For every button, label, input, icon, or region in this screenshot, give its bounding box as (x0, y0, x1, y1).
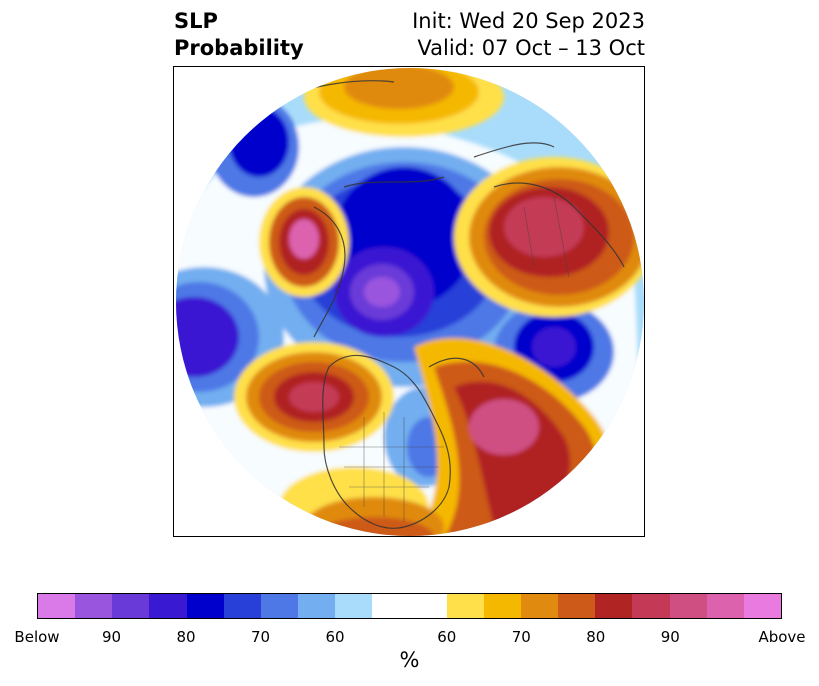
colorbar-swatch (669, 594, 707, 618)
colorbar-swatch (75, 594, 113, 618)
colorbar-swatch (149, 594, 187, 618)
colorbar-swatch (483, 594, 522, 618)
borders (339, 196, 570, 522)
colorbar-swatch (706, 594, 744, 618)
map-panel (173, 66, 645, 537)
colorbar-swatch (38, 594, 76, 618)
colorbar-swatch (558, 594, 596, 618)
colorbar-swatch (223, 594, 261, 618)
colorbar-tick-label: 60 (325, 628, 345, 646)
colorbar-swatch (446, 594, 484, 618)
colorbar-tick-label: 90 (660, 628, 680, 646)
colorbar-tick-label: 90 (101, 628, 122, 646)
colorbar-tick-label: Below (14, 628, 60, 646)
colorbar-unit-label: % (399, 648, 420, 672)
colorbar-tick-label: 60 (437, 628, 457, 646)
title-product: Probability (174, 36, 304, 60)
colorbar-swatch (335, 594, 373, 618)
colorbar-swatch (186, 594, 224, 618)
colorbar-tick-label: 70 (250, 628, 271, 646)
colorbar-swatch (595, 594, 633, 618)
colorbar-tick-label: 70 (511, 628, 531, 646)
colorbar-swatch (260, 594, 299, 618)
init-date: Init: Wed 20 Sep 2023 (412, 9, 645, 33)
probability-map (176, 68, 644, 536)
colorbar-swatch (372, 594, 447, 618)
colorbar-tick-label: 80 (176, 628, 196, 646)
colorbar-swatch (632, 594, 670, 618)
colorbar-swatch (298, 594, 336, 618)
colorbar (37, 593, 782, 619)
title-variable: SLP (174, 9, 218, 33)
valid-range: Valid: 07 Oct – 13 Oct (417, 36, 645, 60)
colorbar-ticks: Below 90 80 70 60 60 70 80 90 Above (0, 628, 819, 648)
chart-title-right: Init: Wed 20 Sep 2023 Valid: 07 Oct – 13… (412, 8, 645, 62)
colorbar-tick-label: 80 (586, 628, 606, 646)
colorbar-swatch (743, 594, 782, 618)
chart-title-left: SLP Probability (174, 8, 304, 62)
colorbar-swatch (521, 594, 559, 618)
colorbar-tick-label: Above (758, 628, 806, 646)
colorbar-swatch (112, 594, 150, 618)
